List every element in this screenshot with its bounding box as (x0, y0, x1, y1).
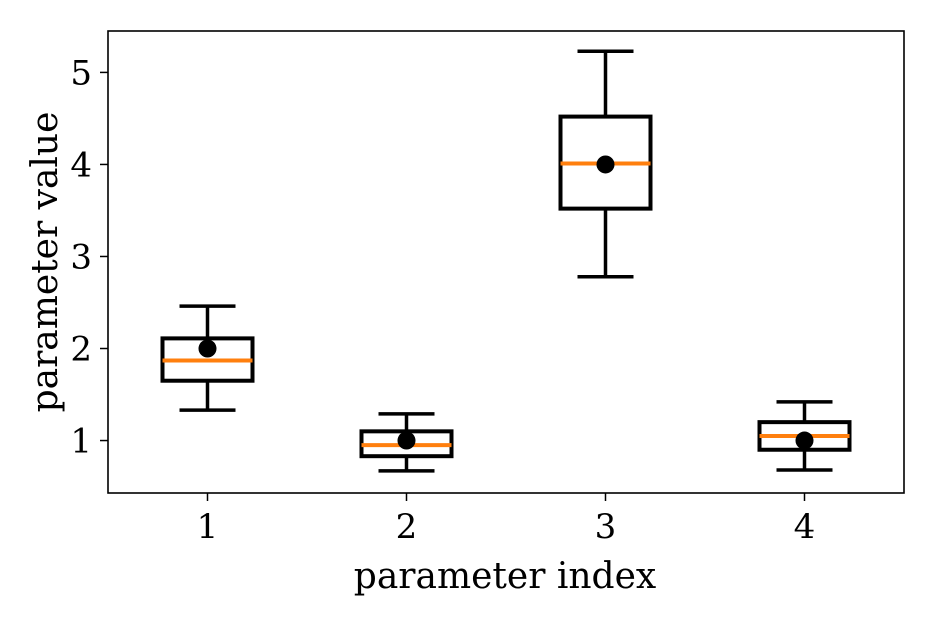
box-group-1 (160, 304, 255, 412)
box-group-4 (757, 400, 852, 472)
y-tick-label: 5 (70, 53, 92, 93)
y-tick-label: 3 (70, 237, 92, 277)
box-group-3 (558, 49, 653, 279)
box-group-2 (359, 412, 454, 473)
x-tick-label: 1 (197, 507, 219, 547)
y-tick-label: 2 (70, 330, 92, 370)
x-tick-label: 3 (595, 507, 617, 547)
y-axis-label: parameter value (25, 112, 66, 413)
x-tick-label: 4 (794, 507, 816, 547)
marker-point (397, 431, 416, 450)
axes: 1 2 3 4 1 2 3 4 5 (70, 30, 905, 547)
y-tick-label: 1 (70, 422, 92, 462)
x-axis-label: parameter index (354, 556, 656, 597)
marker-point (198, 339, 217, 358)
marker-point (596, 155, 615, 174)
x-tick-label: 2 (396, 507, 418, 547)
marker-point (795, 431, 814, 450)
plot-frame (107, 30, 905, 494)
y-tick-label: 4 (70, 145, 92, 185)
plot-area (160, 49, 852, 473)
